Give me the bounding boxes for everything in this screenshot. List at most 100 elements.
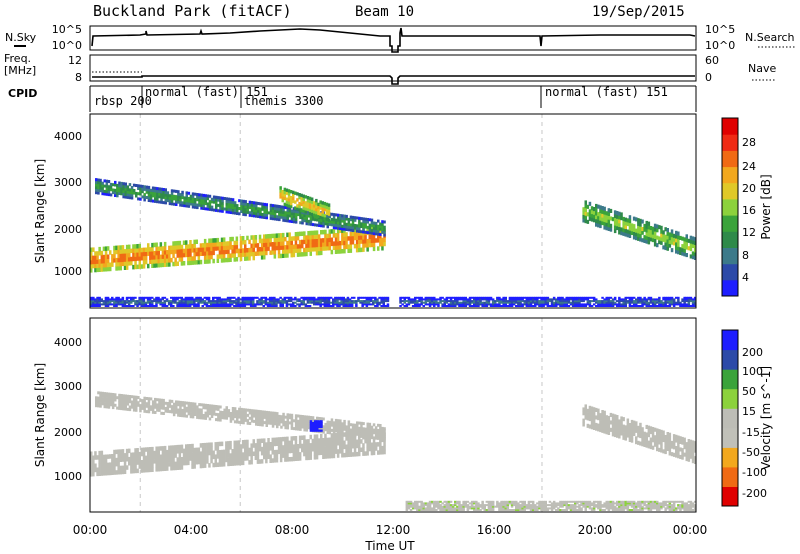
power-echo-4-cell: [565, 300, 568, 303]
power-echo-3-cell: [668, 239, 672, 244]
date-title: 19/Sep/2015: [592, 4, 685, 20]
power-echo-4-cell: [174, 300, 177, 303]
velocity-echo-1-cell: [166, 404, 170, 408]
velocity-echo-4-cell: [449, 505, 453, 508]
power-echo-0-cell: [263, 255, 266, 260]
velocity-echo-0-cell: [123, 453, 127, 458]
power-echo-1-cell: [261, 207, 264, 211]
velocity-echo-2-cell: [618, 419, 621, 424]
velocity-echo-0-cell: [191, 456, 194, 461]
power-echo-4-cell: [664, 298, 667, 301]
velocity-echo-0-cell: [113, 470, 116, 475]
velocity-echo-2-cell: [670, 440, 674, 445]
power-echo-4-cell: [117, 296, 120, 299]
velocity-echo-0-cell: [138, 451, 141, 457]
power-echo-4-cell: [531, 305, 535, 307]
velocity-echo-0-cell: [313, 438, 317, 444]
velocity-echo-4-cell: [454, 500, 457, 503]
power-echo-2-cell: [285, 197, 289, 201]
power-echo-0-cell: [117, 245, 120, 250]
power-echo-2-cell: [289, 190, 293, 194]
power-echo-4-cell: [651, 303, 655, 306]
velocity-echo-1-cell: [236, 420, 239, 424]
velocity-echo-1-cell: [233, 420, 237, 424]
power-echo-4-cell: [441, 300, 444, 303]
power-echo-2-cell: [319, 203, 322, 207]
velocity-echo-0-cell: [102, 471, 106, 476]
power-echo-1-cell: [276, 207, 279, 211]
power-echo-4-cell: [106, 296, 110, 299]
power-echo-1-cell: [177, 200, 180, 204]
power-echo-4-cell: [672, 303, 676, 306]
power-echo-1-cell: [231, 211, 235, 215]
power-echo-1-cell: [368, 218, 372, 222]
velocity-echo-2-cell: [622, 417, 625, 422]
velocity-echo-0-cell: [157, 458, 160, 464]
velocity-echo-1-cell: [204, 406, 207, 410]
velocity-echo-2-cell: [628, 434, 632, 439]
velocity-echo-1-cell: [290, 421, 294, 425]
power-echo-2-cell: [323, 204, 327, 209]
velocity-echo-3-cell: [316, 429, 319, 432]
velocity-echo-0-cell: [170, 457, 173, 463]
velocity-echo-0-cell: [288, 448, 291, 454]
velocity-echo-1-cell: [223, 411, 226, 415]
power-echo-1-cell: [294, 210, 298, 214]
velocity-echo-1-cell: [353, 434, 357, 438]
velocity-echo-1-cell: [196, 405, 199, 409]
power-echo-4-cell: [635, 300, 638, 303]
power-echo-3-cell: [651, 230, 655, 235]
power-echo-4-cell: [462, 296, 465, 299]
power-echo-1-cell: [278, 210, 281, 214]
power-echo-4-cell: [628, 296, 632, 299]
power-echo-4-cell: [428, 300, 432, 303]
velocity-echo-1-cell: [356, 431, 359, 435]
velocity-echo-2-cell: [620, 427, 623, 432]
velocity-echo-1-cell: [332, 426, 336, 430]
power-echo-4-cell: [420, 303, 423, 306]
velocity-echo-2-cell: [656, 443, 659, 448]
power-echo-0-cell: [244, 239, 247, 245]
power-echo-1-cell: [166, 199, 170, 203]
power-echo-1-cell: [198, 203, 201, 207]
velocity-echo-1-cell: [189, 409, 193, 413]
power-echo-0-cell: [227, 253, 230, 259]
power-echo-1-cell: [185, 204, 188, 208]
power-echo-0-cell: [170, 249, 173, 255]
power-echo-0-cell: [269, 233, 272, 239]
power-echo-4-cell: [157, 296, 160, 299]
velocity-echo-2-cell: [592, 418, 596, 423]
power-echo-4-cell: [186, 300, 190, 303]
power-echo-3-cell: [662, 237, 665, 242]
velocity-echo-2-cell: [668, 432, 672, 437]
power-echo-4-cell: [433, 305, 436, 307]
power-echo-4-cell: [323, 296, 327, 299]
power-echo-3-cell: [628, 226, 632, 231]
velocity-echo-0-cell: [157, 450, 160, 455]
velocity-echo-2-cell: [662, 430, 665, 435]
power-echo-4-cell: [195, 296, 198, 299]
velocity-echo-0-cell: [320, 450, 323, 455]
velocity-echo-1-cell: [360, 429, 363, 433]
velocity-echo-1-cell: [158, 406, 161, 410]
velocity-echo-1-cell: [370, 428, 374, 432]
velocity-echo-0-cell: [237, 444, 241, 449]
power-echo-1-cell: [332, 220, 336, 224]
power-echo-4-cell: [310, 301, 314, 304]
velocity-echo-2-cell: [668, 440, 672, 445]
power-echo-3-cell: [666, 239, 669, 244]
velocity-echo-2-cell: [601, 413, 604, 418]
power-echo-0-cell: [267, 246, 270, 251]
power-echo-4-cell: [96, 305, 99, 307]
velocity-echo-0-cell: [269, 458, 272, 463]
power-echo-4-cell: [224, 300, 228, 303]
power-echo-4-cell: [561, 296, 564, 299]
velocity-echo-1-cell: [290, 426, 294, 430]
power-echo-3-cell: [616, 211, 619, 216]
power-echo-4-cell: [491, 298, 495, 301]
power-echo-4-cell: [310, 300, 314, 303]
velocity-echo-0-cell: [166, 449, 169, 455]
power-echo-4-cell: [144, 301, 148, 304]
power-echo-4-cell: [285, 303, 289, 306]
power-echo-0-cell: [235, 244, 239, 250]
